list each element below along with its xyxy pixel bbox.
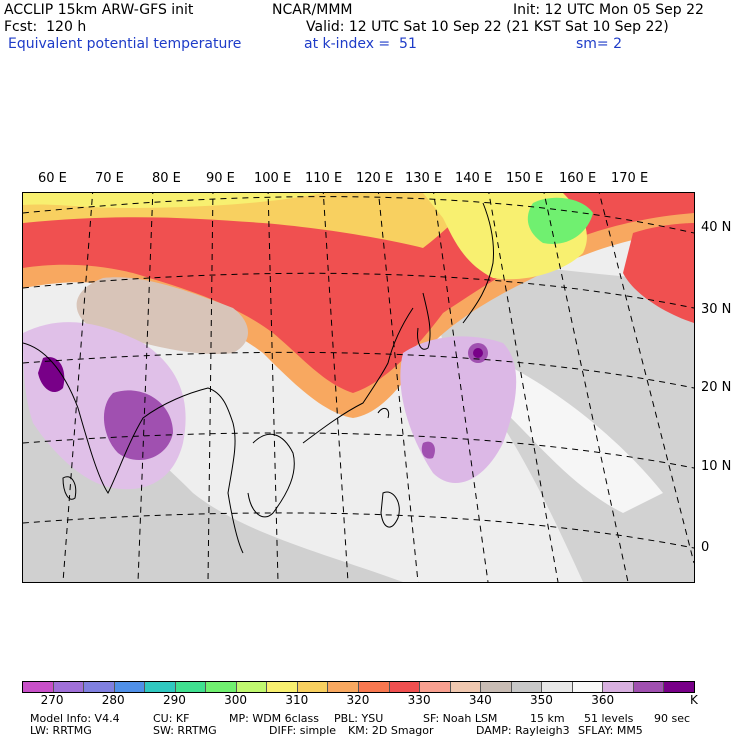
colorbar-tick-label: 360 bbox=[591, 693, 615, 707]
lat-label: 20 N bbox=[701, 380, 732, 395]
colorbar-segment bbox=[359, 682, 390, 692]
colorbar-segment bbox=[114, 682, 146, 692]
colorbar-segment bbox=[572, 682, 604, 692]
graticule bbox=[23, 193, 694, 582]
theta-e-map bbox=[23, 193, 694, 582]
footer-item: KM: 2D Smagor bbox=[348, 724, 434, 737]
colorbar-segment bbox=[481, 682, 512, 692]
footer-item: SF: Noah LSM bbox=[423, 712, 498, 725]
colorbar-segment bbox=[633, 682, 665, 692]
colorbar-segment bbox=[236, 682, 268, 692]
india-west-purple bbox=[38, 357, 65, 393]
smoothing-label: sm= 2 bbox=[576, 36, 623, 52]
lon-label: 120 E bbox=[356, 171, 394, 186]
colorbar-segment bbox=[84, 682, 115, 692]
lat-label: 0 bbox=[701, 540, 710, 555]
colorbar-tick-label: 320 bbox=[346, 693, 370, 707]
yellow-band-top bbox=[23, 193, 323, 208]
footer-item: SW: RRTMG bbox=[153, 724, 217, 737]
colorbar-segment bbox=[145, 682, 176, 692]
colorbar-segment bbox=[53, 682, 85, 692]
footer-item: SFLAY: MM5 bbox=[578, 724, 643, 737]
colorbar bbox=[22, 681, 695, 693]
typhoon-core-inner bbox=[473, 348, 483, 358]
footer-item: 15 km bbox=[530, 712, 565, 725]
footer-item: CU: KF bbox=[153, 712, 190, 725]
footer-item: 51 levels bbox=[584, 712, 634, 725]
model-title: ACCLIP 15km ARW-GFS init bbox=[4, 2, 194, 18]
lon-label: 130 E bbox=[405, 171, 443, 186]
footer-item: LW: RRTMG bbox=[30, 724, 92, 737]
lat-label: 10 N bbox=[701, 459, 732, 474]
level-label: at k-index = 51 bbox=[304, 36, 417, 52]
lon-label: 110 E bbox=[305, 171, 343, 186]
lon-label: 60 E bbox=[38, 171, 67, 186]
lon-label: 70 E bbox=[95, 171, 124, 186]
colorbar-segment bbox=[542, 682, 573, 692]
colorbar-segment bbox=[389, 682, 421, 692]
lon-label: 150 E bbox=[506, 171, 544, 186]
lat-label: 40 N bbox=[701, 220, 732, 235]
footer-item: DAMP: Rayleigh3 bbox=[476, 724, 570, 737]
colorbar-segment bbox=[664, 682, 695, 692]
center-label: NCAR/MMM bbox=[272, 2, 353, 18]
lon-label: 140 E bbox=[455, 171, 493, 186]
footer-item: 90 sec bbox=[654, 712, 691, 725]
grey-region-south bbox=[23, 363, 403, 582]
colorbar-segment bbox=[420, 682, 451, 692]
footer-item: PBL: YSU bbox=[334, 712, 384, 725]
colorbar-tick-label: 270 bbox=[40, 693, 64, 707]
red-patch-east bbox=[623, 223, 694, 323]
colorbar-tick-label: 300 bbox=[224, 693, 248, 707]
colorbar-segment bbox=[297, 682, 329, 692]
white-band bbox=[483, 363, 663, 513]
colorbar-segment bbox=[23, 682, 54, 692]
colorbar-tick-label: 340 bbox=[468, 693, 492, 707]
forecast-hour: Fcst: 120 h bbox=[4, 19, 87, 35]
lon-label: 170 E bbox=[611, 171, 649, 186]
valid-time: Valid: 12 UTC Sat 10 Sep 22 (21 KST Sat … bbox=[306, 19, 669, 35]
colorbar-tick-label: 280 bbox=[101, 693, 125, 707]
colorbar-segment bbox=[511, 682, 543, 692]
lat-label: 30 N bbox=[701, 302, 732, 317]
colorbar-tick-label: 350 bbox=[530, 693, 553, 707]
colorbar-tick-label: 290 bbox=[162, 693, 186, 707]
lon-label: 160 E bbox=[559, 171, 597, 186]
colorbar-segment bbox=[267, 682, 298, 692]
green-patch bbox=[527, 197, 593, 244]
lon-label: 80 E bbox=[152, 171, 181, 186]
coastlines bbox=[23, 202, 494, 554]
footer-item: MP: WDM 6class bbox=[229, 712, 319, 725]
colorbar-tick-label: 330 bbox=[407, 693, 431, 707]
colorbar-segment bbox=[206, 682, 237, 692]
colorbar-unit: K bbox=[690, 693, 698, 707]
colorbar-segment bbox=[450, 682, 482, 692]
colorbar-segment bbox=[328, 682, 360, 692]
purple-spot bbox=[421, 441, 435, 459]
colorbar-segment bbox=[603, 682, 634, 692]
init-time: Init: 12 UTC Mon 05 Sep 22 bbox=[513, 2, 704, 18]
colorbar-segment bbox=[175, 682, 207, 692]
field-name: Equivalent potential temperature bbox=[8, 36, 242, 52]
lon-label: 90 E bbox=[206, 171, 235, 186]
map-panel bbox=[22, 192, 695, 583]
footer-item: DIFF: simple bbox=[269, 724, 337, 737]
colorbar-tick-label: 310 bbox=[285, 693, 309, 707]
footer-item: Model Info: V4.4 bbox=[30, 712, 120, 725]
lon-label: 100 E bbox=[254, 171, 292, 186]
